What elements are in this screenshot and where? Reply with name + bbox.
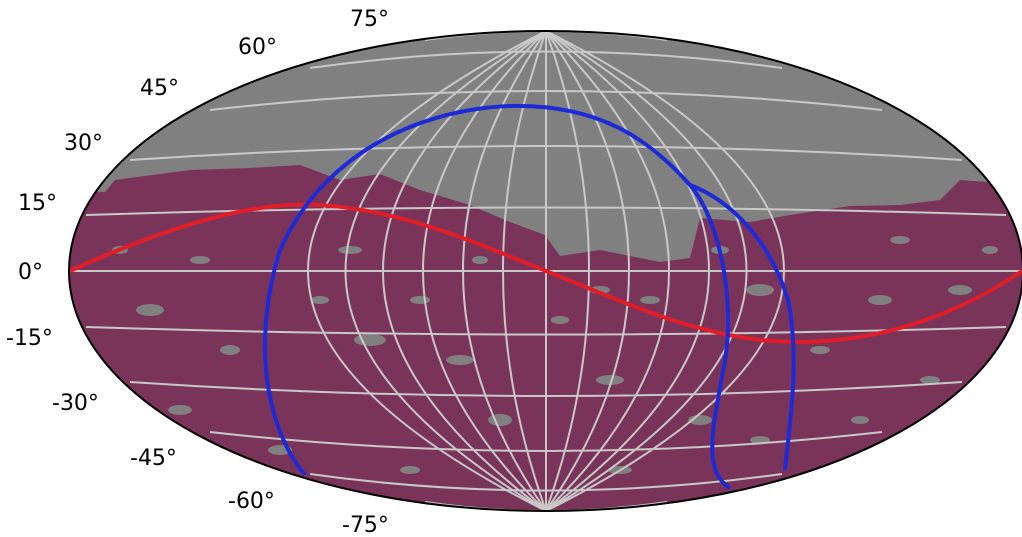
lat-label-75: 75°	[350, 7, 389, 32]
lat-label-minus-30: -30°	[52, 391, 99, 416]
lat-label-0: 0°	[18, 260, 43, 285]
coverage-region	[69, 165, 1022, 511]
ecliptic-line	[69, 202, 1022, 344]
lat-label-minus-60: -60°	[228, 489, 275, 514]
lat-label-30: 30°	[64, 131, 103, 156]
lat-label-minus-45: -45°	[130, 446, 177, 471]
galactic-plane-line-2	[689, 183, 796, 471]
lat-label-15: 15°	[18, 191, 57, 216]
lat-label-45: 45°	[140, 76, 179, 101]
lat-label-minus-15: -15°	[6, 326, 53, 351]
graticule	[70, 31, 1022, 511]
projection-outline	[68, 30, 1022, 512]
lat-label-minus-75: -75°	[342, 513, 389, 537]
galactic-plane-line	[263, 103, 732, 490]
lat-label-60: 60°	[238, 35, 277, 60]
